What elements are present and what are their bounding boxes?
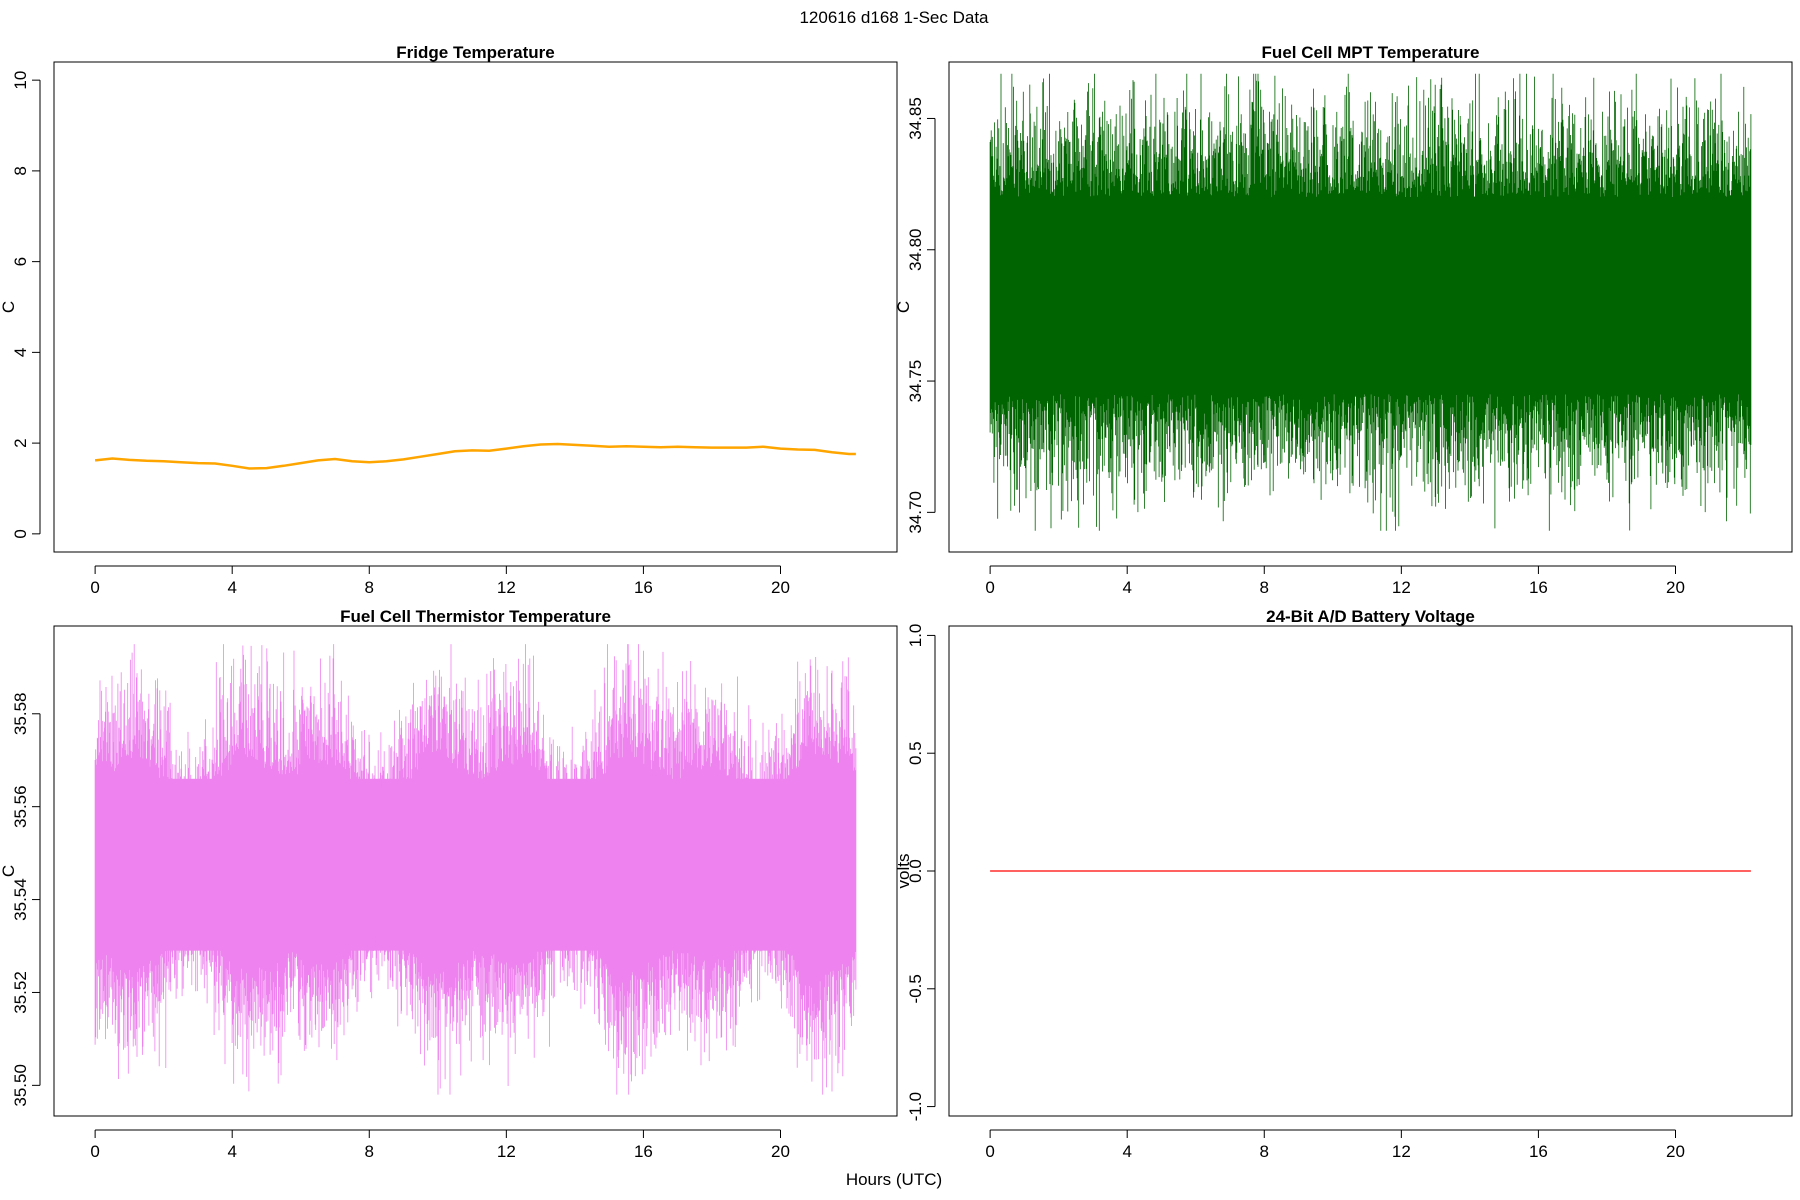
x-tick-label: 8 (1260, 578, 1269, 597)
y-tick-label: 6 (11, 257, 30, 266)
x-tick-label: 4 (1122, 578, 1131, 597)
y-tick-label: 35.52 (11, 971, 30, 1014)
x-tick-label: 8 (365, 578, 374, 597)
x-tick-label: 20 (771, 1142, 790, 1161)
x-tick-label: 20 (1666, 1142, 1685, 1161)
x-tick-label: 4 (227, 578, 236, 597)
y-tick-label: 34.85 (906, 97, 925, 140)
plot-frame (948, 625, 1793, 1117)
x-tick-label: 0 (90, 578, 99, 597)
chart-panel-thermistor: Fuel Cell Thermistor Temperature 0 4 8 12 16 2… (0, 607, 898, 1161)
y-tick-label: 10 (11, 71, 30, 90)
series-group (989, 73, 1752, 531)
x-tick-label: 12 (1392, 1142, 1411, 1161)
series-spikes (989, 73, 1752, 531)
y-axis-label: C (0, 301, 18, 313)
y-tick-label: 1.0 (906, 624, 925, 648)
panel-title: Fridge Temperature (396, 43, 554, 62)
series-group (94, 644, 857, 1095)
x-tick-label: 12 (497, 1142, 516, 1161)
y-axis-label: volts (894, 854, 913, 889)
chart-panel-fridge: Fridge Temperature 0 4 8 12 16 20 0 2 4 6 8 10 C (0, 43, 898, 597)
y-axis-label: C (894, 301, 913, 313)
y-tick-label: 35.56 (11, 785, 30, 828)
y-tick-label: 35.58 (11, 693, 30, 736)
y-tick-label: 0 (11, 529, 30, 538)
chart-panel-mpt: Fuel Cell MPT Temperature 0 4 8 12 16 20 34.70 3… (894, 43, 1793, 597)
x-tick-label: 16 (634, 1142, 653, 1161)
figure-xlabel: Hours (UTC) (846, 1170, 942, 1189)
y-tick-label: 34.80 (906, 228, 925, 271)
series-spikes (94, 644, 857, 1095)
x-tick-label: 8 (1260, 1142, 1269, 1161)
x-tick-label: 4 (1122, 1142, 1131, 1161)
panel-title: Fuel Cell Thermistor Temperature (340, 607, 611, 626)
series-group (94, 442, 856, 470)
y-tick-label: 35.54 (11, 878, 30, 921)
x-tick-label: 0 (90, 1142, 99, 1161)
x-tick-label: 16 (1529, 1142, 1548, 1161)
x-tick-label: 8 (365, 1142, 374, 1161)
y-axis-label: C (0, 865, 18, 877)
x-tick-label: 20 (771, 578, 790, 597)
y-tick-label: 0.5 (906, 741, 925, 765)
y-tick-label: 8 (11, 166, 30, 175)
x-tick-label: 0 (985, 578, 994, 597)
panel-title: Fuel Cell MPT Temperature (1262, 43, 1480, 62)
plot-frame (53, 625, 898, 1117)
x-tick-label: 4 (227, 1142, 236, 1161)
y-tick-label: 4 (11, 348, 30, 357)
y-tick-label: 0.0 (906, 859, 925, 883)
plot-frame (948, 61, 1793, 553)
y-tick-label: -1.0 (906, 1092, 925, 1121)
chart-panel-battery: 24-Bit A/D Battery Voltage 0 4 8 12 16 20 -1.0 -… (894, 607, 1793, 1161)
x-tick-label: 16 (1529, 578, 1548, 597)
y-tick-label: -0.5 (906, 974, 925, 1003)
x-tick-label: 12 (497, 578, 516, 597)
y-tick-label: 34.70 (906, 491, 925, 534)
y-tick-label: 2 (11, 438, 30, 447)
x-tick-label: 20 (1666, 578, 1685, 597)
panel-title: 24-Bit A/D Battery Voltage (1266, 607, 1475, 626)
y-tick-label: 34.75 (906, 360, 925, 403)
series-line (94, 442, 856, 470)
plot-frame (53, 61, 898, 553)
x-tick-label: 12 (1392, 578, 1411, 597)
figure-suptitle: 120616 d168 1-Sec Data (799, 8, 989, 27)
x-tick-label: 0 (985, 1142, 994, 1161)
y-tick-label: 35.50 (11, 1064, 30, 1107)
x-tick-label: 16 (634, 578, 653, 597)
